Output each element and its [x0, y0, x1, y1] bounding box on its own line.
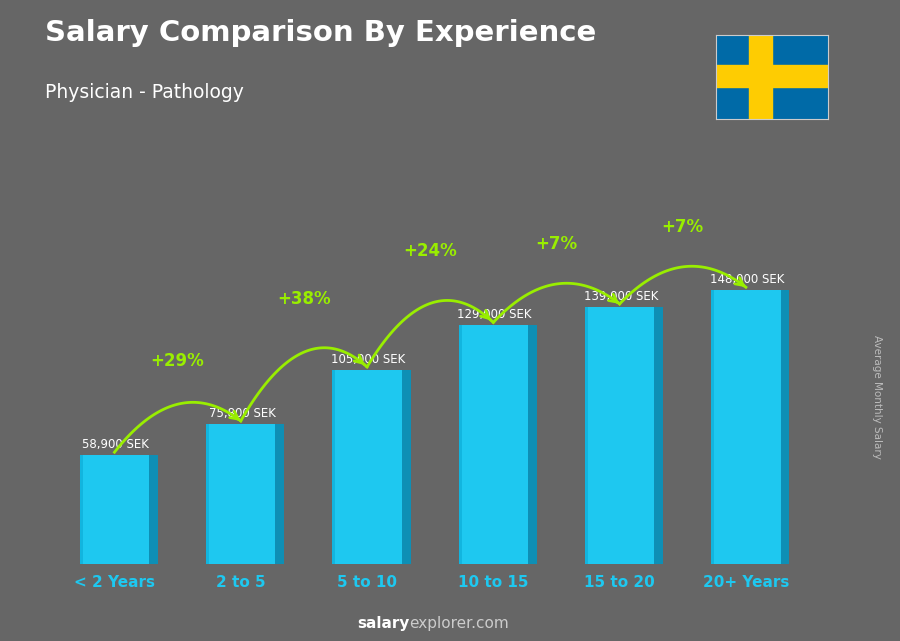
Text: 139,000 SEK: 139,000 SEK	[584, 290, 658, 303]
Polygon shape	[780, 290, 789, 564]
Text: 58,900 SEK: 58,900 SEK	[82, 438, 149, 451]
Text: +24%: +24%	[403, 242, 457, 260]
Polygon shape	[711, 290, 780, 564]
Text: 75,800 SEK: 75,800 SEK	[209, 407, 275, 420]
Polygon shape	[332, 370, 336, 564]
Text: Physician - Pathology: Physician - Pathology	[45, 83, 244, 103]
Polygon shape	[654, 306, 663, 564]
Polygon shape	[711, 290, 715, 564]
Bar	[716, 65, 828, 87]
Text: Average Monthly Salary: Average Monthly Salary	[872, 335, 883, 460]
Polygon shape	[401, 370, 410, 564]
Text: +29%: +29%	[150, 352, 204, 370]
Polygon shape	[80, 455, 149, 564]
Text: 148,000 SEK: 148,000 SEK	[710, 273, 785, 286]
Text: +38%: +38%	[277, 290, 330, 308]
Text: +7%: +7%	[662, 218, 704, 236]
Text: 129,000 SEK: 129,000 SEK	[457, 308, 532, 321]
Polygon shape	[80, 455, 83, 564]
Polygon shape	[332, 370, 401, 564]
Text: +7%: +7%	[536, 235, 578, 253]
Polygon shape	[275, 424, 284, 564]
Text: explorer.com: explorer.com	[410, 617, 509, 631]
Polygon shape	[459, 325, 462, 564]
Polygon shape	[459, 325, 528, 564]
Bar	[749, 35, 772, 119]
Polygon shape	[585, 306, 654, 564]
Text: 105,000 SEK: 105,000 SEK	[331, 353, 405, 365]
Polygon shape	[206, 424, 209, 564]
Polygon shape	[206, 424, 275, 564]
Polygon shape	[528, 325, 537, 564]
Text: salary: salary	[357, 617, 410, 631]
Polygon shape	[149, 455, 158, 564]
Text: Salary Comparison By Experience: Salary Comparison By Experience	[45, 19, 596, 47]
Polygon shape	[585, 306, 588, 564]
